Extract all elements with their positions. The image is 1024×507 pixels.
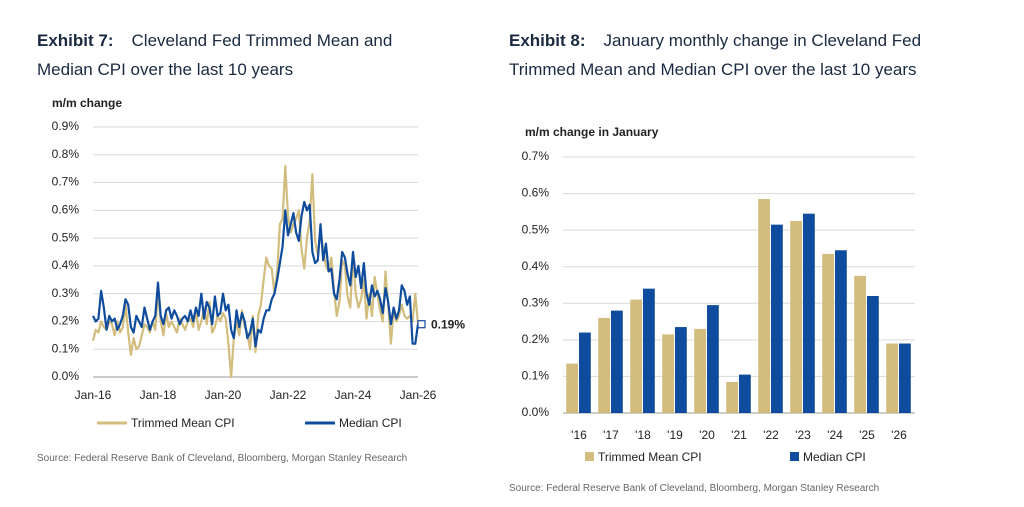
x-tick-label: Jan-20 [205,388,242,402]
bar [867,295,879,413]
bar [822,253,834,413]
x-tick-label: '24 [827,428,843,442]
x-tick-label: '21 [731,428,747,442]
exhibit-number: Exhibit 7: [37,31,114,50]
bar [854,275,866,413]
bar [739,374,751,413]
y-tick-label: 0.0% [52,369,80,383]
y-tick-label: 0.1% [522,369,550,383]
bar [611,310,623,413]
x-tick-label: Jan-24 [335,388,372,402]
x-tick-label: Jan-22 [270,388,307,402]
y-tick-label: 0.5% [52,230,80,244]
line-series [92,200,420,348]
chart-title: January monthly change in Cleveland Fed … [509,31,922,79]
line-series [91,164,420,379]
bar [579,332,591,413]
y-tick-label: 0.0% [522,405,550,419]
y-tick-label: 0.4% [52,258,80,272]
bar [790,221,802,413]
x-tick-label: '17 [603,428,619,442]
x-tick-label: '16 [571,428,587,442]
y-tick-label: 0.1% [52,341,80,355]
x-tick-label: '19 [667,428,683,442]
legend-label: Median CPI [803,450,866,464]
annotation-marker [417,320,426,329]
legend-label: Median CPI [339,416,402,430]
x-tick-label: Jan-26 [400,388,437,402]
chart-title: Cleveland Fed Trimmed Mean and Median CP… [37,31,393,79]
bar [758,199,770,413]
source-note: Source: Federal Reserve Bank of Clevelan… [37,453,408,464]
x-tick-label: '25 [859,428,875,442]
bar [886,343,898,413]
x-tick-label: Jan-16 [75,388,112,402]
bar [803,213,815,413]
x-tick-label: '18 [635,428,651,442]
x-tick-label: '20 [699,428,715,442]
bar [675,327,687,413]
bar [771,224,783,413]
source-note: Source: Federal Reserve Bank of Clevelan… [509,483,880,494]
exhibit-title: Exhibit 7: Cleveland Fed Trimmed Mean and… [37,26,427,84]
x-tick-label: Jan-18 [140,388,177,402]
y-tick-label: 0.3% [52,286,80,300]
y-tick-label: 0.7% [52,175,80,189]
y-tick-label: 0.5% [522,222,550,236]
bar [598,317,610,413]
y-tick-label: 0.2% [522,332,550,346]
annotation-label: 0.19% [431,317,465,331]
bar [835,250,847,413]
legend-swatch [585,452,594,461]
y-tick-label: 0.6% [522,186,550,200]
y-tick-label: 0.2% [52,314,80,328]
y-axis-label: m/m change in January [525,125,659,139]
y-tick-label: 0.3% [522,295,550,309]
y-tick-label: 0.8% [52,147,80,161]
bar [899,343,911,413]
y-tick-label: 0.4% [522,259,550,273]
legend-label: Trimmed Mean CPI [131,416,235,430]
y-tick-label: 0.6% [52,203,80,217]
y-axis-label: m/m change [52,96,122,110]
legend-swatch [790,452,799,461]
x-tick-label: '23 [795,428,811,442]
exhibit-title: Exhibit 8: January monthly change in Clev… [509,26,949,84]
x-tick-label: '22 [763,428,779,442]
bar [726,381,738,413]
exhibit-number: Exhibit 8: [509,31,586,50]
y-tick-label: 0.9% [52,119,80,133]
bar [707,305,719,413]
x-tick-label: '26 [891,428,907,442]
bar [694,328,706,413]
bar [566,363,578,413]
y-tick-label: 0.7% [522,149,550,163]
bar [630,299,642,413]
bar [662,334,674,413]
bar [643,288,655,413]
legend-label: Trimmed Mean CPI [598,450,702,464]
